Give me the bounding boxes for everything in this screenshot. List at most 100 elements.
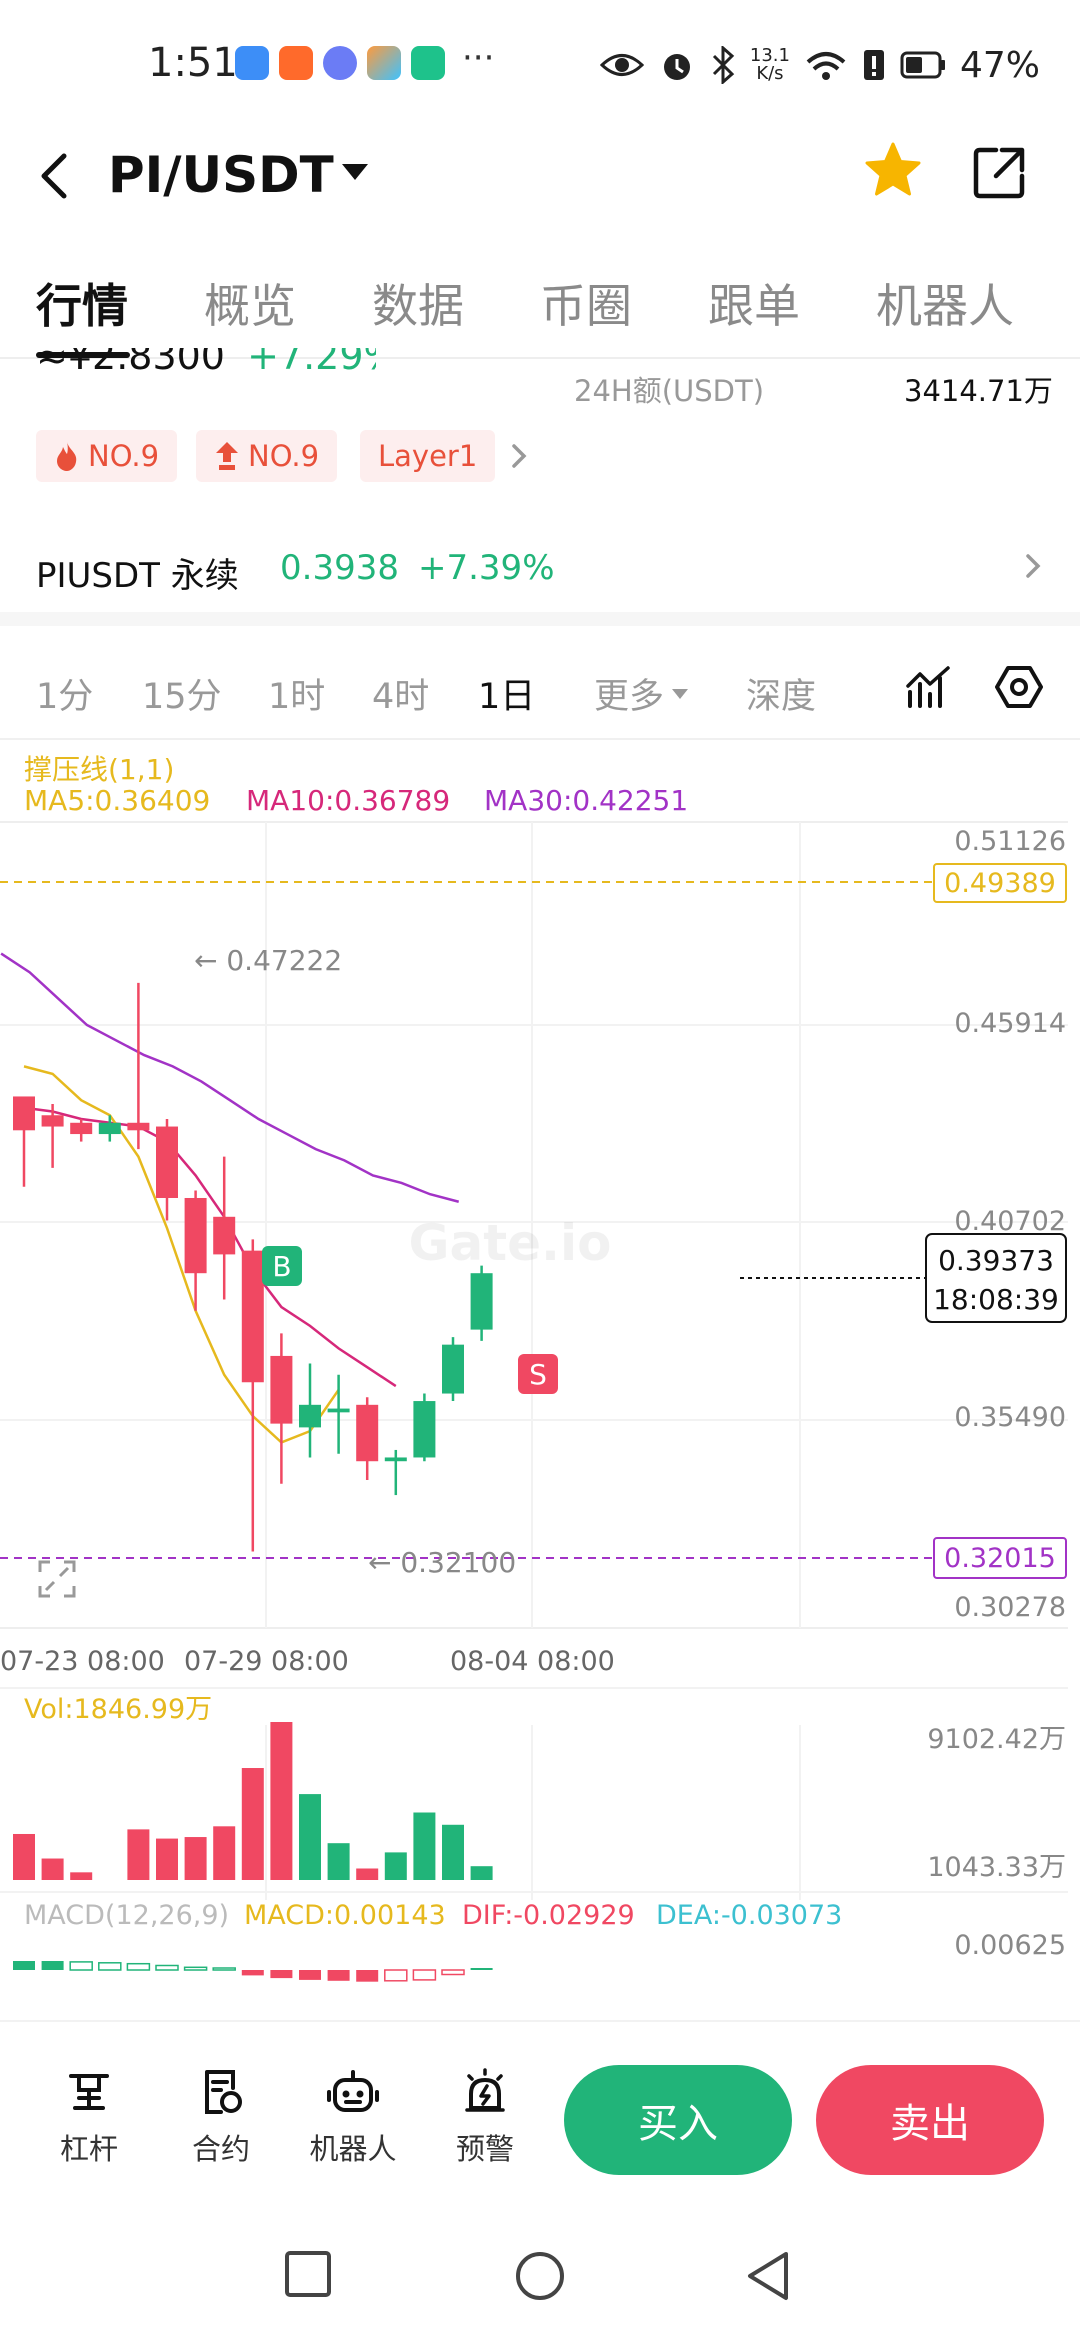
category-badge[interactable]: Layer1 — [360, 430, 496, 482]
robot-icon — [327, 2070, 379, 2112]
nav-bots[interactable]: 机器人 — [298, 2068, 408, 2168]
sell-marker[interactable] — [518, 1354, 558, 1394]
circle-icon — [516, 2252, 564, 2300]
macd-bar — [41, 1961, 64, 1970]
pair-title[interactable]: PI/USDT — [108, 146, 334, 204]
interval-1d[interactable]: 1日 — [478, 677, 536, 717]
caret-down-icon — [672, 688, 689, 699]
y-tick-label: 0.35490 — [954, 1402, 1066, 1433]
candle-body — [13, 1096, 35, 1131]
high-price-label: ← 0.47222 — [194, 944, 342, 977]
back-button[interactable] — [30, 148, 80, 204]
caret-down-icon — [342, 164, 368, 180]
macd-bar — [155, 1964, 179, 1971]
perpetual-price: 0.3938 — [280, 548, 399, 588]
volume-bar — [470, 1866, 493, 1880]
low-price-label: ← 0.32100 — [368, 1546, 516, 1579]
current-price-value: 0.39373 — [938, 1244, 1054, 1277]
chart-settings-button[interactable] — [994, 664, 1044, 714]
interval-1m[interactable]: 1分 — [36, 677, 94, 717]
interval-1h[interactable]: 1时 — [268, 677, 326, 717]
favorite-button[interactable] — [862, 140, 924, 206]
candle-body — [41, 1115, 64, 1127]
kline-chart[interactable]: Gate.io 0.49389 0.32015 0.51126 0.45914 … — [0, 820, 1080, 2020]
volume-bar — [213, 1826, 236, 1880]
square-icon — [285, 2251, 331, 2297]
volume-bar — [442, 1824, 464, 1880]
price-cny: ≈¥2.8300 — [36, 348, 225, 378]
tab-active-indicator — [36, 352, 130, 358]
nav-alerts[interactable]: 预警 — [430, 2068, 540, 2168]
rising-arrow-icon — [216, 442, 238, 470]
dea-value-label: DEA:-0.03073 — [656, 1900, 842, 1931]
sim-alert-icon — [863, 50, 884, 80]
share-external-icon — [973, 147, 1025, 199]
resistance-tag[interactable] — [933, 863, 1067, 903]
tab-copy-trade[interactable]: 跟单 — [708, 279, 800, 333]
current-price-tag[interactable] — [925, 1233, 1067, 1323]
chevron-left-icon — [41, 153, 67, 199]
tab-market[interactable]: 行情 — [36, 279, 128, 333]
bottom-bar-divider — [0, 2020, 1080, 2022]
volume-label: Vol:1846.99万 — [24, 1694, 212, 1725]
network-speed: 13.1 K/s — [749, 45, 790, 84]
perpetual-row[interactable]: PIUSDT 永续 0.3938 +7.39% — [0, 520, 1080, 610]
buy-marker[interactable] — [262, 1246, 302, 1286]
interval-15m[interactable]: 15分 — [142, 677, 222, 717]
volume-bar — [156, 1838, 178, 1880]
chart-grid — [0, 821, 1068, 1900]
macd-bar — [356, 1970, 379, 1982]
macd-bar — [126, 1962, 151, 1971]
watermark: Gate.io — [408, 1214, 611, 1272]
perpetual-chevron-icon — [1020, 548, 1046, 588]
buy-button[interactable]: 买入 — [564, 2065, 792, 2175]
alarm-bell-icon — [465, 2068, 505, 2112]
home-button[interactable] — [514, 2250, 566, 2306]
ma5-line — [23, 1065, 340, 1444]
nav-margin[interactable]: 杠杆 — [34, 2068, 144, 2168]
depth-tab[interactable]: 深度 — [746, 677, 817, 717]
share-button[interactable] — [970, 144, 1028, 206]
nav-futures[interactable]: 合约 — [166, 2068, 276, 2168]
gainer-rank-badge[interactable]: NO.9 — [196, 430, 338, 482]
macd-bar — [299, 1970, 321, 1980]
wifi-icon — [806, 52, 846, 80]
fullscreen-icon[interactable] — [38, 1560, 76, 1598]
hexagon-settings-icon — [995, 666, 1043, 708]
tab-overview[interactable]: 概览 — [204, 279, 296, 333]
badges-more-button[interactable] — [506, 438, 532, 478]
y-tick-label: 0.40702 — [954, 1206, 1066, 1237]
y-tick-label: 0.30278 — [954, 1592, 1066, 1623]
volume-bar — [327, 1843, 350, 1880]
volume-bar — [241, 1768, 264, 1880]
pair-dropdown-icon[interactable] — [340, 160, 370, 188]
tab-data[interactable]: 数据 — [372, 279, 464, 333]
contract-icon — [205, 2070, 242, 2114]
margin-icon — [69, 2074, 109, 2110]
indicator-button[interactable] — [904, 664, 954, 714]
macd-bars — [13, 1961, 493, 1982]
volume-bar — [127, 1829, 150, 1880]
interval-4h[interactable]: 4时 — [372, 677, 430, 717]
volume-bar — [384, 1852, 407, 1880]
tab-coin-circle[interactable]: 币圈 — [540, 279, 632, 333]
macd-bar — [412, 1969, 437, 1981]
candle-body — [327, 1408, 350, 1413]
recents-button[interactable] — [284, 2250, 332, 2302]
candle-body — [413, 1401, 436, 1458]
countdown-value: 18:08:39 — [933, 1283, 1059, 1316]
sell-button[interactable]: 卖出 — [816, 2065, 1044, 2175]
app-icon — [367, 46, 401, 80]
macd-bar — [13, 1961, 35, 1970]
x-tick-label: 07-23 08:00 — [0, 1646, 165, 1677]
hot-rank-badge[interactable]: NO.9 — [36, 430, 178, 482]
x-tick-label: 07-29 08:00 — [184, 1646, 349, 1677]
interval-more[interactable]: 更多 — [594, 668, 690, 719]
back-nav-button[interactable] — [744, 2250, 792, 2306]
eye-icon — [599, 54, 644, 76]
support-tag[interactable] — [933, 1537, 1067, 1579]
macd-bar — [212, 1967, 236, 1971]
tab-bots[interactable]: 机器人 — [876, 279, 1014, 333]
candle-body — [127, 1122, 150, 1131]
ma5-label: MA5:0.36409 — [24, 784, 211, 817]
